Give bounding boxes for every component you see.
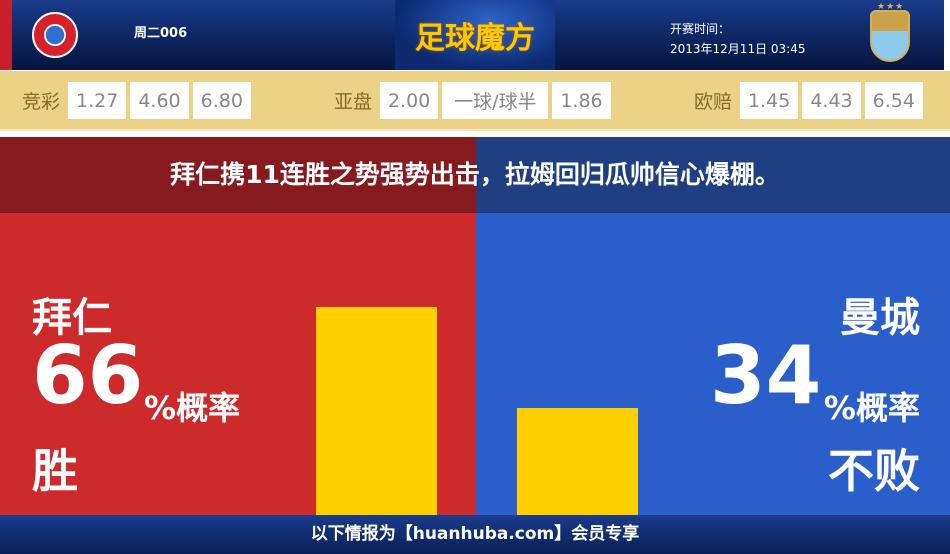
odds-value: 一球/球半 [442, 82, 549, 119]
odds-value: 6.54 [864, 82, 923, 119]
prediction-panel: 拜仁 66 %概率 胜 曼城 34 %概率 不败 [0, 213, 950, 515]
home-team-name: 拜仁 [32, 295, 112, 341]
home-team-logo [32, 12, 78, 58]
away-result: 不败 [828, 444, 920, 498]
odds-value: 1.45 [740, 82, 799, 119]
brand-logo: 足球魔方 [395, 0, 555, 70]
odds-value: 4.60 [130, 82, 189, 119]
odds-label: 竞彩 [22, 91, 61, 113]
accent-strip [0, 0, 12, 70]
odds-value: 2.00 [380, 82, 439, 119]
home-percent: 66 [32, 329, 144, 422]
odds-value: 1.86 [552, 82, 611, 119]
odds-value: 4.43 [802, 82, 861, 119]
odds-bar: 竞彩 1.27 4.60 6.80 亚盘 2.00 一球/球半 1.86 欧赔 … [0, 71, 950, 131]
header: 周二006 足球魔方 开赛时间： 2013年12月11日 03:45 ★★★ [0, 0, 950, 70]
odds-value: 1.27 [68, 82, 127, 119]
headline: 拜仁携11连胜之势强势出击，拉姆回归瓜帅信心爆棚。 [170, 160, 780, 189]
odds-jingcai: 竞彩 1.27 4.60 6.80 [22, 82, 251, 119]
odds-value: 6.80 [192, 82, 251, 119]
home-probability-bar [316, 307, 437, 515]
odds-label: 亚盘 [334, 91, 373, 113]
stars-icon: ★★★ [877, 2, 905, 12]
away-percent-suffix: %概率 [823, 389, 920, 427]
kickoff-time: 2013年12月11日 03:45 [670, 42, 806, 56]
odds-label: 欧赔 [694, 91, 733, 113]
home-panel: 拜仁 66 %概率 胜 [0, 213, 476, 515]
away-panel: 曼城 34 %概率 不败 [476, 213, 950, 515]
away-team-name: 曼城 [840, 295, 920, 341]
home-result: 胜 [32, 444, 78, 498]
member-footer-link[interactable]: 以下情报为【huanhuba.com】会员专享 [0, 515, 950, 554]
away-percent: 34 [710, 329, 822, 422]
headline-band: 拜仁携11连胜之势强势出击，拉姆回归瓜帅信心爆棚。 [0, 137, 950, 213]
match-number: 周二006 [134, 26, 188, 41]
odds-yapan: 亚盘 2.00 一球/球半 1.86 [334, 82, 611, 119]
odds-oupei: 欧赔 1.45 4.43 6.54 [694, 82, 923, 119]
away-team-logo [870, 10, 910, 62]
home-percent-suffix: %概率 [144, 389, 241, 427]
edge-strip [944, 0, 950, 70]
kickoff-label: 开赛时间： [670, 22, 731, 36]
away-probability-bar [517, 407, 638, 515]
